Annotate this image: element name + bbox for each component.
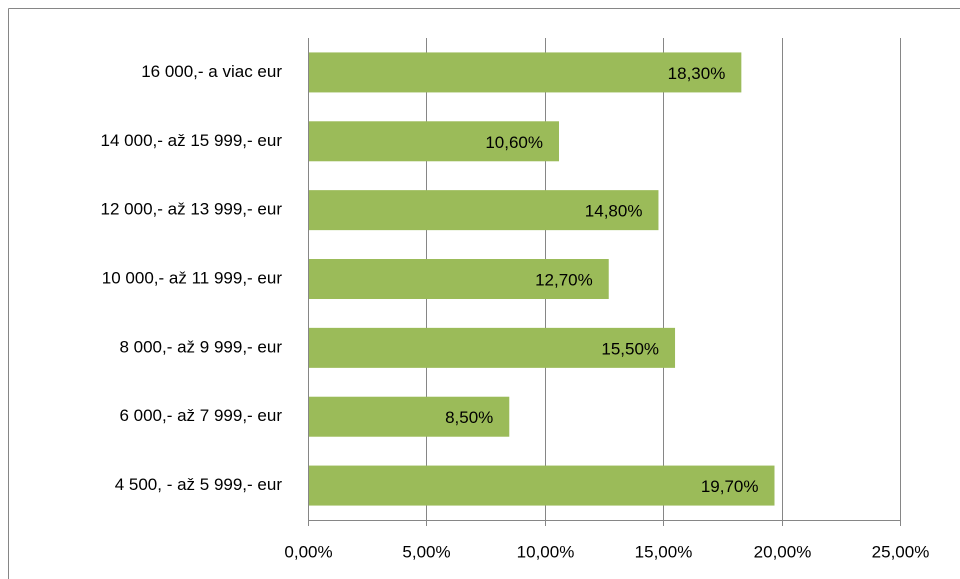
- data-label: 15,50%: [601, 339, 659, 358]
- y-tick-label: 14 000,- až 15 999,- eur: [101, 131, 283, 150]
- data-label: 10,60%: [485, 133, 543, 152]
- data-label: 18,30%: [668, 64, 726, 83]
- x-tick-label: 5,00%: [402, 542, 450, 561]
- bar: [308, 259, 609, 299]
- data-label: 8,50%: [445, 408, 493, 427]
- data-label: 14,80%: [585, 202, 643, 221]
- bar: [308, 327, 676, 368]
- y-tick-label: 12 000,- až 13 999,- eur: [101, 200, 283, 219]
- bar: [308, 121, 560, 162]
- bar: [308, 396, 510, 437]
- bar: [308, 52, 742, 93]
- y-tick-label: 4 500, - až 5 999,- eur: [115, 475, 283, 494]
- y-tick-label: 8 000,- až 9 999,- eur: [119, 337, 282, 356]
- y-tick-label: 16 000,- a viac eur: [141, 62, 282, 81]
- x-tick-label: 0,00%: [284, 542, 332, 561]
- x-tick-label: 15,00%: [635, 542, 693, 561]
- x-tick-label: 10,00%: [517, 542, 575, 561]
- data-label: 19,70%: [701, 477, 759, 496]
- x-tick-label: 25,00%: [872, 542, 930, 561]
- y-tick-label: 6 000,- až 7 999,- eur: [119, 406, 282, 425]
- bar: [308, 190, 659, 231]
- data-label: 12,70%: [535, 270, 593, 289]
- y-tick-label: 10 000,- až 11 999,- eur: [102, 268, 283, 287]
- bar: [308, 465, 775, 506]
- x-tick-label: 20,00%: [754, 542, 812, 561]
